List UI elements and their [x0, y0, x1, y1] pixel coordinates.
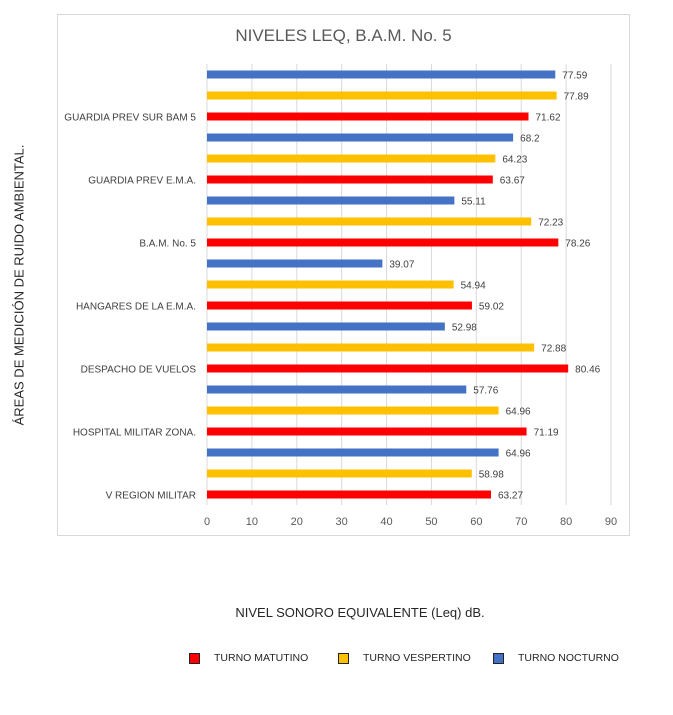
- data-label: 64.23: [502, 155, 527, 166]
- bar: [207, 406, 499, 415]
- data-label: 64.96: [506, 407, 531, 418]
- data-label: 63.67: [500, 176, 525, 187]
- x-tick-label: 60: [470, 516, 482, 528]
- x-tick-label: 50: [425, 516, 437, 528]
- data-label: 72.88: [541, 344, 566, 355]
- data-label: 58.98: [479, 470, 504, 481]
- bar: [207, 217, 532, 226]
- data-label: 77.89: [564, 92, 589, 103]
- bar: [207, 427, 527, 436]
- x-tick-label: 70: [515, 516, 527, 528]
- bar: [207, 322, 445, 331]
- data-label: 68.2: [520, 134, 540, 145]
- legend-swatch: [338, 652, 349, 664]
- data-label: 54.94: [461, 281, 486, 292]
- x-tick-label: 20: [291, 516, 303, 528]
- legend-swatch: [189, 652, 200, 664]
- y-axis-title: ÁREAS DE MEDICIÓN DE RUIDO AMBIENTAL.: [11, 144, 27, 426]
- bar: [207, 280, 454, 289]
- x-axis-title: NIVEL SONORO EQUIVALENTE (Leq) dB.: [0, 605, 673, 620]
- x-tick-label: 80: [560, 516, 572, 528]
- category-label: V REGION MILITAR: [106, 491, 196, 502]
- data-label: 78.26: [565, 239, 590, 250]
- bar: [207, 259, 383, 268]
- legend-swatch: [493, 652, 504, 664]
- bar: [207, 364, 569, 373]
- bar: [207, 133, 514, 142]
- legend-item: TURNO MATUTINO: [189, 652, 308, 664]
- category-label: GUARDIA PREV SUR BAM 5: [64, 113, 196, 124]
- chart-title: NIVELES LEQ, B.A.M. No. 5: [235, 26, 452, 45]
- data-label: 64.96: [506, 449, 531, 460]
- bar: [207, 301, 472, 310]
- data-label: 71.19: [534, 428, 559, 439]
- x-tick-label: 0: [204, 516, 210, 528]
- x-axis-title-text: NIVEL SONORO EQUIVALENTE (Leq) dB.: [235, 605, 485, 620]
- bar: [207, 91, 557, 100]
- legend-item: TURNO NOCTURNO: [493, 652, 619, 664]
- data-label: 57.76: [473, 386, 498, 397]
- data-label: 52.98: [452, 323, 477, 334]
- category-label: HOSPITAL MILITAR ZONA.: [73, 428, 196, 439]
- data-label: 63.27: [498, 491, 523, 502]
- category-label: HANGARES DE LA E.M.A.: [76, 302, 196, 313]
- bar: [207, 112, 529, 121]
- data-label: 80.46: [575, 365, 600, 376]
- data-label: 71.62: [535, 113, 560, 124]
- bar: [207, 238, 559, 247]
- legend-label: TURNO NOCTURNO: [518, 652, 619, 664]
- bar: [207, 490, 492, 499]
- category-label: B.A.M. No. 5: [139, 239, 196, 250]
- bar: [207, 175, 493, 184]
- legend-label: TURNO MATUTINO: [214, 652, 309, 664]
- category-label: GUARDIA PREV E.M.A.: [88, 176, 196, 187]
- data-label: 55.11: [461, 197, 486, 208]
- legend-label: TURNO VESPERTINO: [363, 652, 471, 664]
- bar: [207, 343, 535, 352]
- bar: [207, 154, 496, 163]
- chart-plot: 0 10 20 30 40 50 60 70 80 90 63.27 V REGION MILITAR…: [64, 64, 617, 528]
- data-label: 39.07: [389, 260, 414, 271]
- bar: [207, 70, 556, 79]
- legend-item: TURNO VESPERTINO: [338, 652, 471, 664]
- x-tick-label: 30: [336, 516, 348, 528]
- bar: [207, 448, 499, 457]
- data-label: 72.23: [538, 218, 563, 229]
- bar: [207, 469, 472, 478]
- category-label: DESPACHO DE VUELOS: [81, 365, 197, 376]
- data-label: 59.02: [479, 302, 504, 313]
- x-tick-label: 90: [605, 516, 617, 528]
- x-tick-label: 10: [246, 516, 258, 528]
- bar: [207, 196, 455, 205]
- bar: [207, 385, 467, 394]
- x-tick-label: 40: [380, 516, 392, 528]
- data-label: 77.59: [562, 71, 587, 82]
- legend: TURNO MATUTINO TURNO VESPERTINO TURNO NOCT…: [0, 652, 673, 672]
